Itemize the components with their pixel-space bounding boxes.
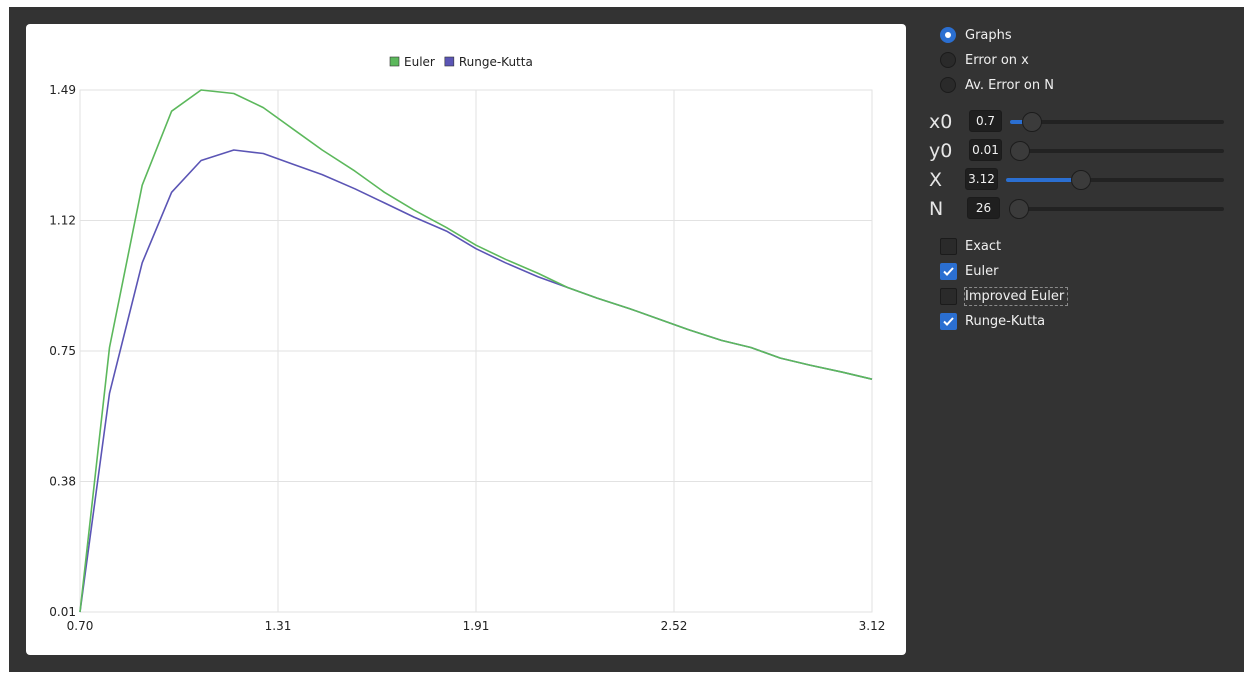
radio-graphs[interactable]: Graphs — [940, 25, 1012, 45]
y0-slider-handle[interactable] — [1010, 141, 1030, 161]
param-row-y0: y0 0.01 — [929, 139, 1229, 163]
checkbox-box-exact[interactable] — [940, 237, 957, 255]
param-label-x: X — [929, 169, 943, 191]
x0-slider-fill — [1010, 120, 1032, 124]
n-slider-handle[interactable] — [1009, 199, 1029, 219]
param-label-n: N — [929, 198, 944, 220]
checkbox-box-improved-euler[interactable] — [940, 287, 957, 305]
param-row-x: X 3.12 — [929, 168, 1229, 192]
x-tick-label: 2.52 — [661, 619, 688, 633]
checkbox-exact[interactable]: Exact — [940, 236, 1001, 256]
checkbox-label-improved-euler: Improved Euler — [964, 286, 1069, 306]
series-line-euler — [79, 89, 873, 613]
checkbox-improved-euler[interactable]: Improved Euler — [940, 286, 1069, 306]
x-tick-label: 3.12 — [859, 619, 886, 633]
checkbox-label-euler: Euler — [965, 263, 999, 279]
n-slider[interactable] — [1009, 199, 1224, 219]
y-tick-label: 1.12 — [49, 214, 76, 228]
x0-input[interactable]: 0.7 — [969, 110, 1002, 132]
x0-slider[interactable] — [1010, 112, 1224, 132]
checkbox-box-runge-kutta[interactable] — [940, 312, 957, 330]
y-tick-label: 0.01 — [49, 605, 76, 619]
x-tick-label: 0.70 — [67, 619, 94, 633]
checkbox-box-euler[interactable] — [940, 262, 957, 280]
x-slider[interactable] — [1006, 170, 1224, 190]
radio-error-on-x[interactable]: Error on x — [940, 50, 1029, 70]
radio-button-error-on-x[interactable] — [940, 52, 956, 68]
y-tick-label: 0.38 — [49, 475, 76, 489]
n-input[interactable]: 26 — [967, 197, 1000, 219]
y0-input[interactable]: 0.01 — [969, 139, 1002, 161]
x-tick-label: 1.31 — [265, 619, 292, 633]
checkbox-euler[interactable]: Euler — [940, 261, 998, 281]
checkbox-label-runge-kutta: Runge-Kutta — [965, 313, 1046, 329]
radio-button-graphs[interactable] — [940, 27, 956, 43]
param-label-x0: x0 — [929, 111, 953, 133]
legend-swatch — [444, 56, 455, 67]
radio-label-av-error-on-n: Av. Error on N — [965, 77, 1054, 93]
checkbox-runge-kutta[interactable]: Runge-Kutta — [940, 311, 1045, 331]
line-chart: 0.70 1.31 1.91 2.52 3.12 0.01 0.38 0.75 1.12 1.49… — [49, 55, 886, 633]
legend-swatch — [389, 56, 400, 67]
legend-label: Runge-Kutta — [459, 55, 533, 69]
checkbox-label-exact: Exact — [965, 238, 1002, 254]
radio-button-av-error-on-n[interactable] — [940, 77, 956, 93]
chart-panel: 0.70 1.31 1.91 2.52 3.12 0.01 0.38 0.75 1.12 1.49… — [26, 24, 906, 655]
param-row-x0: x0 0.7 — [929, 110, 1229, 134]
x0-slider-handle[interactable] — [1021, 112, 1042, 132]
y-tick-label: 1.49 — [49, 83, 76, 97]
x-slider-fill — [1006, 178, 1082, 182]
x-tick-label: 1.91 — [463, 619, 490, 633]
radio-label-error-on-x: Error on x — [965, 52, 1029, 68]
param-label-y0: y0 — [929, 140, 953, 162]
param-row-n: N 26 — [929, 197, 1229, 221]
legend-label: Euler — [404, 55, 435, 69]
radio-av-error-on-n[interactable]: Av. Error on N — [940, 75, 1054, 95]
checkmark-icon — [943, 266, 954, 276]
y-tick-label: 0.75 — [49, 344, 76, 358]
checkmark-icon — [943, 316, 954, 326]
x-input[interactable]: 3.12 — [965, 168, 998, 190]
x-slider-handle[interactable] — [1071, 170, 1092, 190]
y0-slider[interactable] — [1010, 141, 1224, 161]
radio-label-graphs: Graphs — [965, 27, 1012, 43]
